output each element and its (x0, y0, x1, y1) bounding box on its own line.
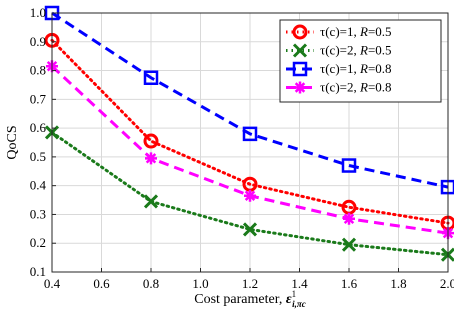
x-tick-label: 1.0 (192, 276, 208, 291)
data-point (143, 133, 159, 149)
x-tick-label: 0.8 (143, 276, 159, 291)
y-axis-label: QoCS (5, 125, 20, 159)
series-line (51, 11, 449, 189)
series-line (50, 38, 450, 225)
y-tick-label: 0.9 (30, 34, 46, 49)
y-tick-label: 0.8 (30, 63, 46, 78)
y-tick-label: 0.3 (30, 206, 46, 221)
axis-ticks: 0.4 0.6 0.8 1.0 1.2 1.4 1.6 1.8 2.0 0.1 0.2 0.3 0.4 0… (30, 5, 454, 291)
legend-marker (294, 81, 306, 94)
y-tick-label: 1.0 (30, 5, 46, 20)
series-line (50, 130, 450, 257)
legend-marker (292, 61, 308, 77)
legend-label: τ(c)=2, R=0.8 (320, 80, 392, 95)
legend-entry: τ(c)=1, R=0.8 (286, 61, 392, 77)
series-2 (44, 125, 454, 262)
x-tick-label: 1.4 (291, 276, 308, 291)
legend-marker (292, 24, 308, 40)
data-point (343, 212, 355, 225)
legend-entry: τ(c)=1, R=0.5 (286, 24, 392, 40)
legend-label: τ(c)=1, R=0.8 (320, 61, 392, 76)
data-point (341, 158, 357, 173)
data-point (242, 222, 258, 237)
data-point (341, 237, 357, 252)
y-tick-label: 0.4 (30, 178, 47, 193)
legend-entry: τ(c)=2, R=0.5 (286, 43, 392, 58)
y-tick-label: 0.6 (30, 120, 47, 135)
x-tick-label: 1.2 (242, 276, 258, 291)
x-tick-label: 1.8 (390, 276, 406, 291)
y-tick-label: 0.7 (30, 91, 47, 106)
legend-marker (292, 43, 308, 58)
y-tick-label: 0.1 (30, 264, 46, 279)
x-axis-label: Cost parameter, ε1 i,πc (194, 289, 306, 309)
x-axis-symbol: ε (286, 292, 292, 307)
legend-entry: τ(c)=2, R=0.8 (286, 80, 392, 95)
x-axis-symbol-superscript: 1 (292, 289, 297, 299)
legend-label: τ(c)=2, R=0.5 (320, 43, 392, 58)
data-point (143, 194, 159, 209)
y-tick-label: 0.2 (30, 235, 46, 250)
x-axis-label-text: Cost parameter, (194, 292, 286, 307)
data-point (143, 70, 159, 85)
x-tick-label: 2.0 (440, 276, 454, 291)
data-point (242, 126, 258, 142)
x-tick-label: 0.4 (44, 276, 61, 291)
y-tick-label: 0.5 (30, 149, 46, 164)
x-tick-label: 1.6 (341, 276, 358, 291)
legend-label: τ(c)=1, R=0.5 (320, 24, 392, 39)
data-point (244, 189, 256, 202)
legend: τ(c)=1, R=0.5 τ(c)=2, R=0.5 τ(c)=1, R=0.8 τ… (279, 19, 442, 103)
data-point (145, 152, 157, 165)
x-axis-symbol-subscript: i,πc (292, 299, 306, 309)
x-tick-label: 0.6 (93, 276, 110, 291)
